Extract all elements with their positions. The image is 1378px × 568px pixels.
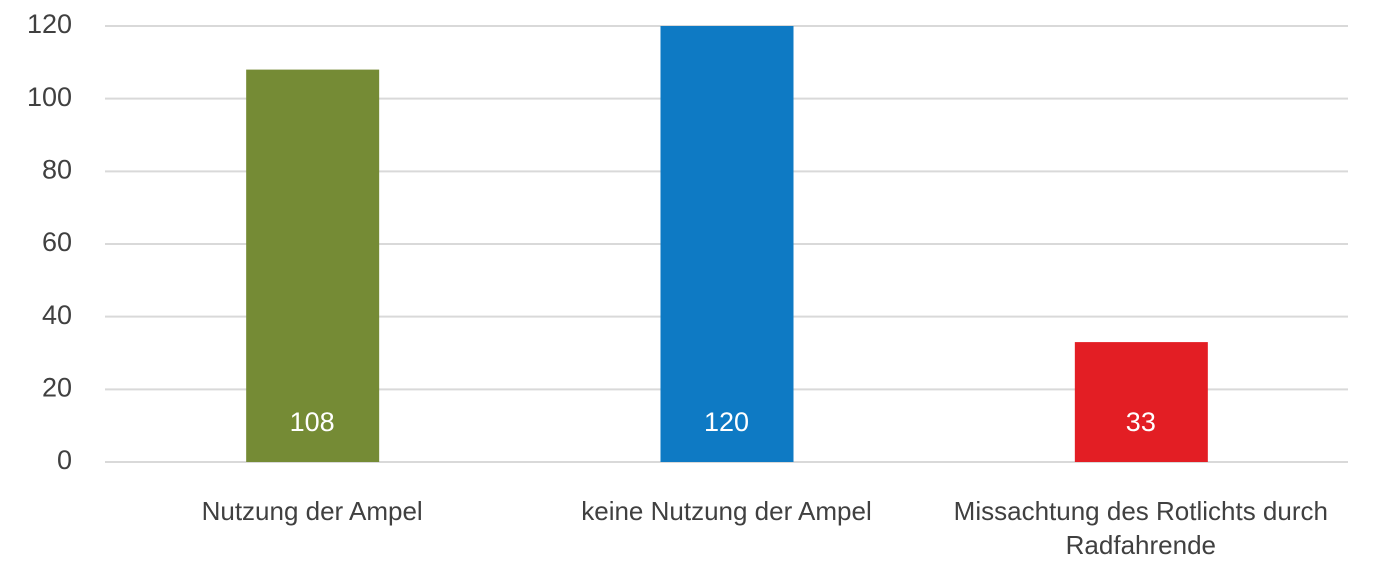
y-tick-label: 20 bbox=[42, 372, 72, 402]
y-tick-label: 120 bbox=[27, 9, 72, 39]
bar bbox=[1074, 342, 1208, 462]
y-tick-label: 60 bbox=[42, 227, 72, 257]
x-tick-label: keine Nutzung der Ampel bbox=[581, 496, 872, 526]
y-tick-label: 80 bbox=[42, 154, 72, 184]
data-label: 108 bbox=[290, 407, 335, 437]
bar bbox=[246, 69, 380, 462]
bar bbox=[660, 26, 794, 462]
x-tick-label: Missachtung des Rotlichts durch Radfahre… bbox=[953, 496, 1328, 560]
y-tick-label: 100 bbox=[27, 82, 72, 112]
y-tick-label: 40 bbox=[42, 300, 72, 330]
y-tick-label: 0 bbox=[57, 445, 72, 475]
data-label: 33 bbox=[1126, 407, 1156, 437]
x-tick-label: Nutzung der Ampel bbox=[201, 496, 423, 526]
data-label: 120 bbox=[704, 407, 749, 437]
